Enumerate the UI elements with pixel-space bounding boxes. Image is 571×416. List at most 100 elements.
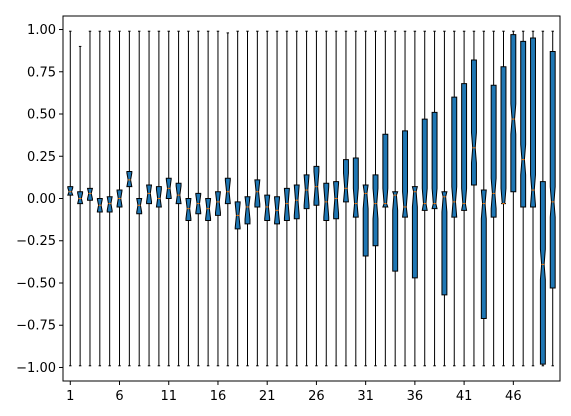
box-item-26: [313, 30, 320, 367]
box-body: [549, 50, 556, 289]
box-item-30: [352, 30, 359, 367]
x-tick-label: 16: [210, 389, 227, 404]
box-body: [303, 174, 310, 210]
box-body: [470, 59, 477, 186]
box-item-4: [96, 30, 103, 367]
box-body: [224, 177, 231, 205]
box-body: [480, 189, 487, 319]
box-body: [392, 191, 399, 272]
y-axis: 1.00 0.75 0.50 0.25 0.00 −0.25 −0.50 −0.75 −1.00: [16, 23, 63, 376]
box-item-24: [293, 30, 300, 367]
box-item-13: [185, 30, 192, 367]
box-body: [264, 194, 271, 221]
box-item-8: [136, 30, 143, 367]
box-item-45: [500, 30, 507, 367]
box-item-23: [283, 30, 290, 367]
box-item-40: [451, 30, 458, 367]
box-item-50: [549, 30, 556, 367]
box-body: [313, 165, 320, 206]
box-item-25: [303, 30, 310, 367]
box-item-44: [490, 30, 497, 367]
box-item-19: [244, 30, 251, 367]
box-item-49: [539, 30, 546, 367]
box-body: [86, 187, 94, 201]
box-body: [333, 181, 340, 220]
box-body: [431, 111, 438, 210]
x-tick-label: 31: [357, 389, 374, 404]
plot-area: 1.00 0.75 0.50 0.25 0.00 −0.25 −0.50 −0.75 −1.00…: [16, 15, 561, 404]
box-body: [510, 34, 517, 193]
box-body: [352, 157, 359, 218]
box-item-27: [323, 30, 330, 367]
box-item-9: [146, 30, 153, 367]
x-axis: 1 6 11 16 21 26 31 36 41 46: [66, 381, 522, 404]
box-body: [382, 133, 389, 208]
box-item-28: [333, 30, 340, 367]
y-tick-label: −0.50: [16, 276, 56, 291]
box-body: [175, 182, 182, 205]
box-body: [500, 66, 507, 205]
box-item-12: [175, 30, 182, 367]
box-item-22: [274, 30, 280, 367]
box-body: [283, 187, 290, 221]
x-tick-label: 11: [160, 389, 177, 404]
box-item-42: [470, 30, 477, 367]
y-tick-label: 0.25: [27, 150, 56, 165]
box-body: [214, 191, 221, 216]
box-item-36: [411, 30, 418, 367]
box-body: [441, 191, 448, 296]
box-body: [205, 198, 212, 221]
box-item-17: [224, 32, 231, 367]
x-tick-label: 21: [259, 389, 276, 404]
y-tick-label: 0.50: [27, 108, 56, 123]
box-item-35: [402, 30, 409, 367]
box-item-10: [155, 30, 162, 367]
box-item-18: [234, 30, 241, 367]
box-body: [342, 159, 349, 203]
box-body: [461, 83, 468, 211]
box-item-7: [126, 30, 133, 367]
box-item-33: [382, 30, 389, 367]
box-body: [520, 40, 527, 208]
box-item-5: [106, 30, 113, 367]
y-tick-label: 0.00: [27, 192, 56, 207]
axes-background: [63, 16, 560, 381]
box-item-32: [372, 30, 379, 367]
box-body: [451, 96, 458, 218]
box-item-34: [392, 30, 399, 367]
box-body: [372, 174, 379, 247]
box-item-43: [480, 30, 487, 367]
box-item-15: [205, 30, 212, 367]
y-tick-label: −0.75: [16, 319, 56, 334]
y-tick-label: 1.00: [27, 23, 56, 38]
box-body: [421, 118, 428, 211]
box-item-21: [264, 30, 271, 367]
box-body: [67, 186, 74, 196]
x-tick-label: 36: [407, 389, 424, 404]
x-tick-label: 46: [505, 389, 522, 404]
box-body: [362, 184, 369, 257]
box-item-38: [431, 30, 438, 367]
box-body: [244, 196, 251, 225]
box-item-46: [510, 30, 517, 367]
box-body: [77, 191, 84, 205]
box-item-14: [195, 30, 202, 367]
box-item-47: [520, 30, 527, 367]
x-tick-label: 41: [456, 389, 473, 404]
box-item-2: [77, 45, 84, 367]
box-item-29: [342, 30, 349, 367]
box-body: [490, 84, 497, 218]
box-item-39: [441, 30, 448, 367]
box-body: [106, 196, 113, 213]
box-body: [126, 170, 133, 188]
box-body: [185, 198, 192, 221]
box-body: [411, 186, 418, 279]
x-tick-label: 26: [308, 389, 325, 404]
y-tick-label: −0.25: [16, 234, 56, 249]
box-body: [136, 198, 143, 215]
box-item-16: [214, 30, 221, 367]
box-body: [146, 184, 153, 205]
x-tick-label: 6: [115, 389, 123, 404]
y-tick-label: −1.00: [16, 361, 56, 376]
